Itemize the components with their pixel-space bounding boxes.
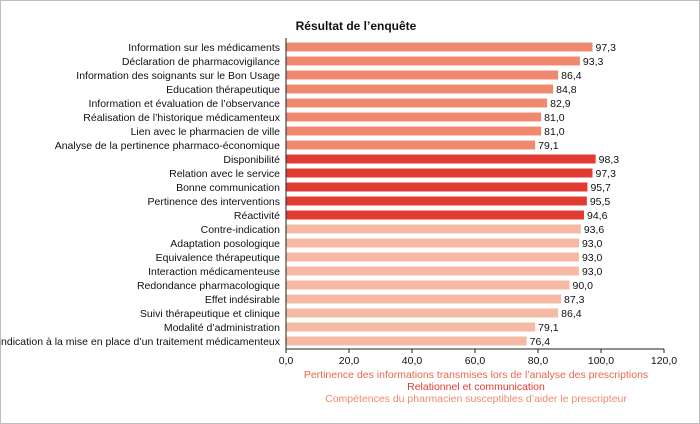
bar [286, 70, 559, 80]
data-label: 82,9 [550, 98, 571, 110]
bar [286, 182, 588, 192]
data-label: 98,3 [599, 154, 620, 166]
legend-entry: Relationnel et communication [407, 381, 545, 393]
bar [286, 224, 581, 234]
data-label: 95,7 [590, 182, 611, 194]
data-label: 93,0 [582, 238, 603, 250]
bar [286, 210, 584, 220]
bar [286, 238, 579, 248]
data-label: 94,6 [587, 210, 608, 222]
x-tick-label: 100,0 [588, 355, 614, 367]
category-label: Redondance pharmacologique [137, 280, 280, 292]
category-label: Pertinence des interventions [148, 196, 281, 208]
data-label: 79,1 [538, 140, 559, 152]
x-tick-label: 80,0 [528, 355, 549, 367]
bar [286, 98, 548, 108]
category-label: Lien avec le pharmacien de ville [131, 126, 281, 138]
category-label: Réactivité [234, 210, 280, 222]
bar [286, 168, 593, 178]
category-label: Information sur les médicaments [128, 42, 280, 54]
bar [286, 196, 587, 206]
bar [286, 280, 570, 290]
legend-entry: Compétences du pharmacien susceptibles d… [325, 393, 627, 405]
category-label: Réalisation de l’historique médicamenteu… [83, 112, 280, 124]
data-label: 87,3 [564, 294, 585, 306]
bar [286, 336, 527, 346]
category-label: Interaction médicamenteuse [148, 266, 280, 278]
data-label: 86,4 [561, 70, 582, 82]
category-label: Modalité d’administration [164, 322, 280, 334]
category-label: Information et évaluation de l’observanc… [89, 98, 281, 110]
category-label: Effet indésirable [205, 294, 280, 306]
x-axis: 0,0 20,0 40,0 60,0 80,0 100,0 120,0 [279, 38, 677, 367]
chart-title: Résultat de l’enquête [296, 19, 417, 33]
bar [286, 112, 542, 122]
bar [286, 42, 593, 52]
data-label: 93,3 [583, 56, 604, 68]
bar [286, 266, 579, 276]
bars-group: Information sur les médicaments 97,3 Décla… [0, 42, 619, 348]
data-label: 97,3 [595, 42, 616, 54]
category-label: Equivalence thérapeutique [156, 252, 281, 264]
x-tick-label: 40,0 [402, 355, 423, 367]
category-label: Education thérapeutique [166, 84, 280, 96]
category-label: Bonne communication [176, 182, 280, 194]
category-label: Analyse de la pertinence pharmaco-économ… [55, 140, 280, 152]
data-label: 93,0 [582, 266, 603, 278]
data-label: 86,4 [561, 308, 582, 320]
x-tick-label: 20,0 [339, 355, 360, 367]
data-label: 79,1 [538, 322, 559, 334]
bar [286, 294, 561, 304]
data-label: 76,4 [530, 336, 551, 348]
data-label: 97,3 [595, 168, 616, 180]
data-label: 93,6 [584, 224, 605, 236]
category-label: Adaptation posologique [170, 238, 280, 250]
bar [286, 56, 580, 66]
legend: Pertinence des informations transmises l… [304, 369, 648, 405]
data-label: 95,5 [590, 196, 611, 208]
x-tick-label: 120,0 [651, 355, 677, 367]
x-tick-label: 0,0 [279, 355, 294, 367]
category-label: Disponibilité [223, 154, 280, 166]
data-label: 81,0 [544, 112, 565, 124]
category-label: Information des soignants sur le Bon Usa… [76, 70, 280, 82]
x-tick-label: 60,0 [465, 355, 486, 367]
category-label: Déclaration de pharmacovigilance [122, 56, 280, 68]
bar [286, 84, 554, 94]
category-label: Relation avec le service [169, 168, 280, 180]
category-label: Contre-indication [201, 224, 281, 236]
bar [286, 140, 536, 150]
bar [286, 308, 559, 318]
category-label: Indication à la mise en place d’un trait… [0, 336, 281, 348]
data-label: 93,0 [582, 252, 603, 264]
bar [286, 154, 596, 164]
bar [286, 126, 542, 136]
legend-entry: Pertinence des informations transmises l… [304, 369, 648, 381]
data-label: 90,0 [573, 280, 594, 292]
bar [286, 252, 579, 262]
bar [286, 322, 536, 332]
data-label: 81,0 [544, 126, 565, 138]
data-label: 84,8 [556, 84, 577, 96]
category-label: Suivi thérapeutique et clinique [140, 308, 280, 320]
